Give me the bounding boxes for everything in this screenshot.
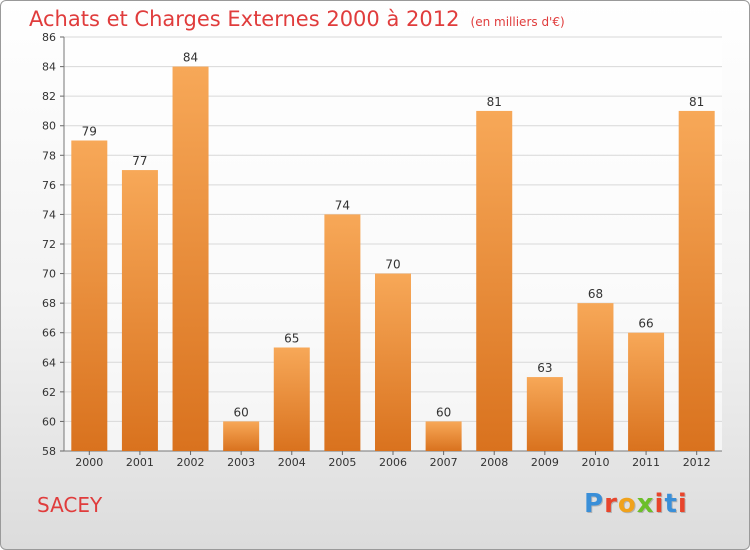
x-tick-label: 2007 bbox=[430, 456, 458, 469]
bar bbox=[526, 377, 563, 451]
x-tick-label: 2010 bbox=[581, 456, 609, 469]
bar-value-label: 77 bbox=[132, 154, 147, 168]
bar-value-label: 63 bbox=[537, 361, 552, 375]
y-tick-label: 86 bbox=[42, 31, 56, 44]
bar bbox=[425, 421, 462, 451]
bar-value-label: 60 bbox=[234, 405, 249, 419]
y-tick-label: 80 bbox=[42, 120, 56, 133]
bar-value-label: 65 bbox=[284, 332, 299, 346]
title-row: Achats et Charges Externes 2000 à 2012 (… bbox=[29, 7, 565, 31]
bar bbox=[628, 332, 665, 451]
x-tick-label: 2001 bbox=[126, 456, 154, 469]
x-tick-label: 2009 bbox=[531, 456, 559, 469]
y-tick-label: 72 bbox=[42, 238, 56, 251]
bar bbox=[172, 66, 209, 452]
logo-letter: i bbox=[654, 489, 665, 519]
bar-value-label: 74 bbox=[335, 198, 350, 212]
y-tick-label: 60 bbox=[42, 415, 56, 428]
bar bbox=[577, 303, 614, 451]
bar bbox=[71, 140, 108, 451]
y-tick-label: 74 bbox=[42, 208, 56, 221]
chart-title: Achats et Charges Externes 2000 à 2012 bbox=[29, 7, 460, 31]
bar bbox=[121, 170, 158, 452]
y-tick-label: 76 bbox=[42, 179, 56, 192]
bar-value-label: 70 bbox=[385, 258, 400, 272]
bar bbox=[678, 110, 715, 451]
logo-letter: x bbox=[636, 489, 655, 519]
x-tick-label: 2002 bbox=[177, 456, 205, 469]
bar bbox=[476, 110, 513, 451]
bar bbox=[375, 273, 411, 451]
y-tick-label: 58 bbox=[42, 445, 56, 458]
bar-value-label: 60 bbox=[436, 405, 451, 419]
bar-value-label: 81 bbox=[689, 95, 704, 109]
logo-letter: i bbox=[677, 489, 688, 519]
bar bbox=[324, 214, 361, 451]
y-tick-label: 82 bbox=[42, 90, 56, 103]
logo-letter: r bbox=[604, 489, 618, 519]
y-tick-label: 84 bbox=[42, 61, 56, 74]
x-tick-label: 2004 bbox=[278, 456, 306, 469]
commune-name: SACEY bbox=[37, 493, 103, 517]
x-tick-label: 2003 bbox=[227, 456, 255, 469]
bar bbox=[273, 347, 310, 451]
x-tick-label: 2006 bbox=[379, 456, 407, 469]
bar-value-label: 66 bbox=[638, 317, 653, 331]
y-tick-label: 64 bbox=[42, 356, 56, 369]
x-tick-label: 2011 bbox=[632, 456, 660, 469]
logo-letter: P bbox=[584, 489, 605, 519]
bar bbox=[223, 421, 260, 451]
x-tick-label: 2012 bbox=[683, 456, 711, 469]
x-tick-label: 2008 bbox=[480, 456, 508, 469]
y-tick-label: 62 bbox=[42, 386, 56, 399]
y-tick-label: 68 bbox=[42, 297, 56, 310]
y-tick-label: 78 bbox=[42, 149, 56, 162]
logo-letter: o bbox=[617, 489, 637, 519]
chart-unit: (en milliers d'€) bbox=[470, 15, 565, 29]
y-tick-label: 66 bbox=[42, 327, 56, 340]
x-tick-label: 2000 bbox=[75, 456, 103, 469]
bar-value-label: 68 bbox=[588, 287, 603, 301]
bar-value-label: 79 bbox=[82, 125, 97, 139]
bar-value-label: 81 bbox=[487, 95, 502, 109]
logo-letter: t bbox=[664, 489, 678, 519]
bar-value-label: 84 bbox=[183, 51, 198, 65]
y-tick-label: 70 bbox=[42, 268, 56, 281]
proxiti-logo: Proxiti bbox=[584, 489, 688, 519]
x-tick-label: 2005 bbox=[328, 456, 356, 469]
